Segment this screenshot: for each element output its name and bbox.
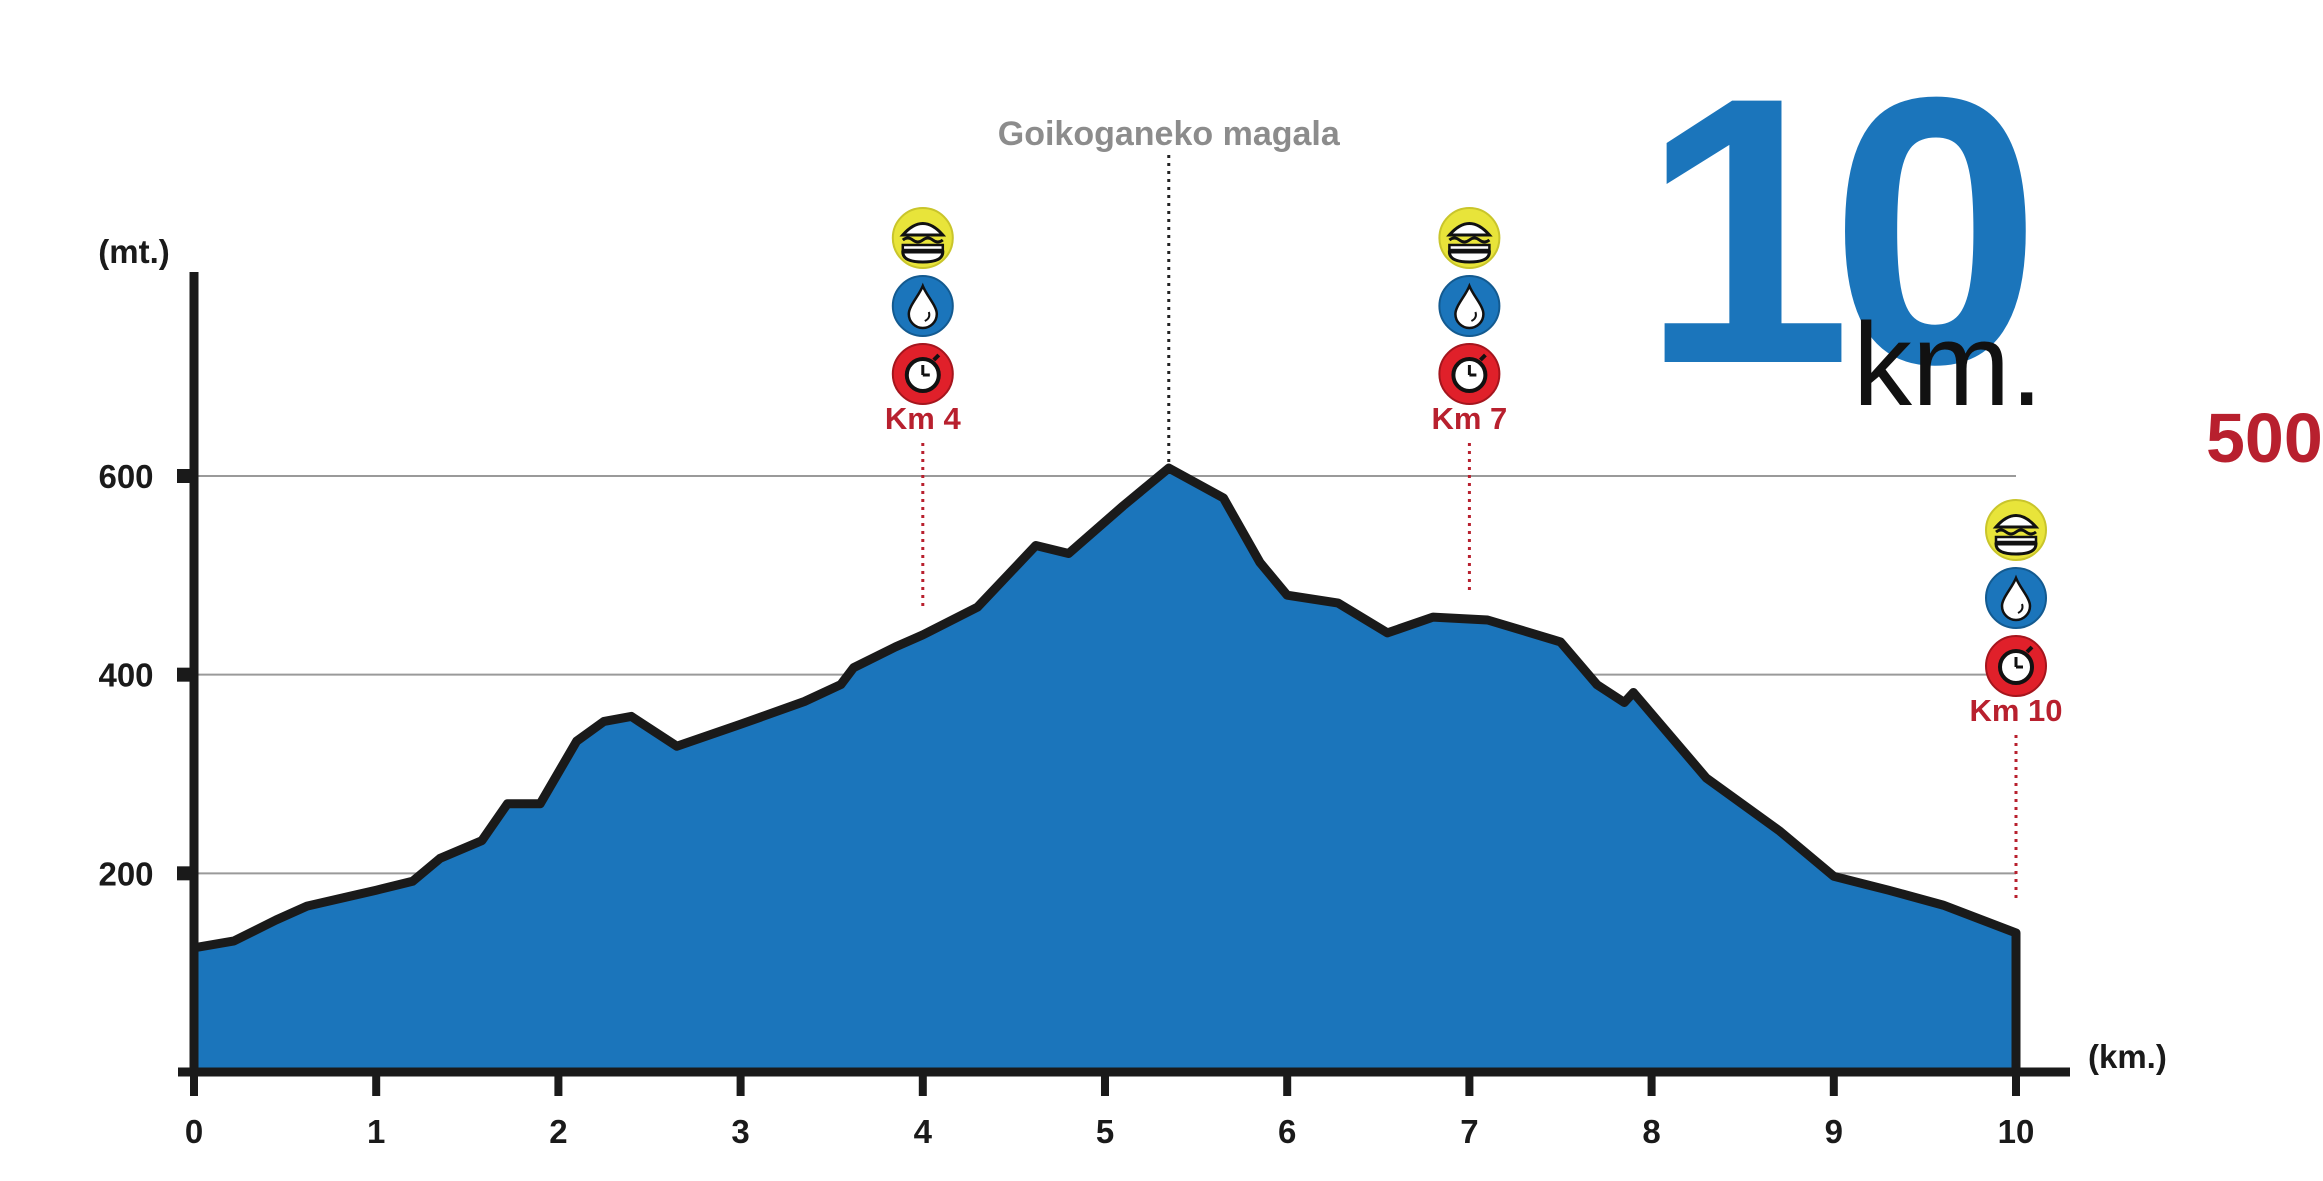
aid-station-label: Km 10 (1969, 693, 2062, 728)
x-tick-label: 9 (1825, 1113, 1843, 1150)
cheese (1448, 243, 1491, 252)
aid-station-label: Km 4 (885, 401, 962, 436)
water-icon (1985, 567, 2047, 629)
distance-number: 10 (1641, 18, 2026, 443)
bun-top (1992, 514, 2040, 529)
peak-label: Goikoganeko magala (998, 115, 1341, 153)
x-tick-label: 8 (1642, 1113, 1660, 1150)
x-tick-4 (918, 1072, 927, 1096)
annotation-aid-station-2: Km 7 (1431, 207, 1507, 594)
x-tick-2 (554, 1072, 563, 1096)
annotation-aid-station-3: Km 10 (1969, 499, 2063, 900)
y-tick-label: 400 (98, 657, 153, 694)
food-icon (1985, 499, 2047, 561)
timer-icon (1985, 635, 2047, 697)
y-tick-label: 200 (98, 855, 153, 892)
x-tick-3 (736, 1072, 745, 1096)
annotations: Goikoganeko magala Km 4 Km 7 Km 10 (885, 115, 2063, 900)
participants-label: 500+ (2206, 399, 2323, 477)
y-axis-label: (mt.) (98, 233, 169, 270)
timer-icon (891, 343, 954, 405)
x-tick-10 (2012, 1072, 2020, 1096)
water-icon (891, 275, 954, 337)
x-tick-label: 2 (549, 1113, 567, 1150)
annotation-aid-station-1: Km 4 (885, 207, 962, 609)
timer-icon (1438, 343, 1501, 405)
x-tick-8 (1647, 1072, 1656, 1096)
x-tick-1 (372, 1072, 381, 1096)
bun-bottom (901, 250, 945, 264)
bun-top (1446, 222, 1493, 237)
annotation-peak: Goikoganeko magala (998, 115, 1341, 465)
x-tick-6 (1283, 1072, 1292, 1096)
food-icon (891, 207, 954, 269)
drop-shine (2017, 603, 2024, 614)
x-tick-0 (190, 1072, 198, 1096)
y-tick-200 (177, 866, 194, 881)
y-tick-600 (177, 469, 194, 483)
water-icon (1438, 275, 1501, 337)
x-tick-5 (1101, 1072, 1109, 1096)
x-tick-9 (1829, 1072, 1838, 1096)
x-tick-7 (1465, 1072, 1474, 1096)
patty (901, 236, 944, 244)
x-tick-label: 0 (185, 1113, 203, 1150)
cheese (1994, 535, 2038, 544)
patty (1448, 236, 1491, 244)
drop-shine (1470, 311, 1477, 322)
x-tick-label: 6 (1278, 1113, 1296, 1150)
x-tick-label: 10 (1998, 1113, 2035, 1150)
bun-top (899, 222, 947, 237)
x-tick-label: 7 (1460, 1113, 1478, 1150)
elevation-area (189, 463, 2021, 1077)
x-tick-label: 3 (731, 1113, 749, 1150)
aid-station-label: Km 7 (1431, 401, 1507, 436)
cheese (901, 243, 945, 252)
x-tick-label: 4 (914, 1113, 933, 1150)
stopwatch-button (1478, 353, 1487, 362)
y-tick-400 (177, 667, 194, 682)
x-axis-label: (km.) (2088, 1038, 2167, 1075)
stopwatch-button (932, 353, 941, 362)
patty (1995, 528, 2037, 536)
bun-bottom (1447, 250, 1491, 264)
bun-bottom (1994, 542, 2038, 556)
distance-unit: km. (1853, 299, 2043, 431)
axes: 200 400 600 0 1 2 3 4 5 6 7 8 9 10 (mt.) (km.) (98, 233, 2167, 1150)
food-icon (1438, 207, 1501, 269)
x-tick-label: 5 (1096, 1113, 1114, 1150)
stopwatch-button (2025, 645, 2034, 654)
x-tick-label: 1 (367, 1113, 385, 1150)
drop-shine (924, 311, 931, 322)
y-tick-label: 600 (98, 458, 153, 495)
